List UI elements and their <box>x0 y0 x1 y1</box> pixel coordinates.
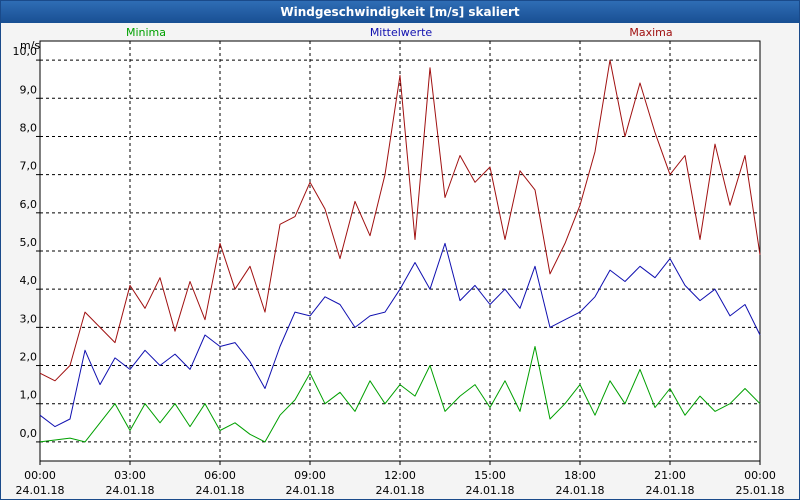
x-tick-time-label: 00:00 <box>24 469 56 482</box>
series-line-minima <box>39 346 761 443</box>
x-tick-time-label: 12:00 <box>384 469 416 482</box>
y-tick-label: 10,0 <box>13 45 38 58</box>
x-tick-date-label: 24.01.18 <box>106 484 155 497</box>
x-tick-time-label: 09:00 <box>294 469 326 482</box>
y-tick-label: 9,0 <box>20 83 38 96</box>
y-tick-label: 7,0 <box>20 160 38 173</box>
axes: 0,0 1,0 2,0 3,0 4,0 5,0 6,0 7,0 8,0 9,0 10,0 00:00 2… <box>13 45 785 497</box>
y-tick-label: 0,0 <box>20 427 38 440</box>
x-tick-date-label: 25.01.18 <box>736 484 785 497</box>
x-tick-time-label: 06:00 <box>204 469 236 482</box>
x-tick-time-label: 21:00 <box>654 469 686 482</box>
x-tick-date-label: 24.01.18 <box>646 484 695 497</box>
x-tick-time-label: 18:00 <box>564 469 596 482</box>
series-line-maxima <box>39 59 761 382</box>
x-tick-date-label: 24.01.18 <box>556 484 605 497</box>
series-line-mittelwerte <box>39 242 761 428</box>
y-tick-label: 6,0 <box>20 198 38 211</box>
grid <box>40 41 760 461</box>
y-tick-label: 8,0 <box>20 121 38 134</box>
x-tick-date-label: 24.01.18 <box>376 484 425 497</box>
legend-minima: Minima <box>126 26 166 39</box>
y-tick-label: 2,0 <box>20 351 38 364</box>
y-tick-label: 5,0 <box>20 236 38 249</box>
x-tick-time-label: 00:00 <box>744 469 776 482</box>
y-tick-label: 4,0 <box>20 274 38 287</box>
legend-maxima: Maxima <box>629 26 672 39</box>
x-tick-date-label: 24.01.18 <box>286 484 335 497</box>
legend-mittelwerte: Mittelwerte <box>370 26 433 39</box>
window-title: Windgeschwindigkeit [m/s] skaliert <box>1 1 799 23</box>
y-axis-label: m/s <box>20 39 40 52</box>
x-tick-date-label: 24.01.18 <box>466 484 515 497</box>
y-tick-label: 3,0 <box>20 312 38 325</box>
x-tick-date-label: 24.01.18 <box>196 484 245 497</box>
x-tick-date-label: 24.01.18 <box>16 484 65 497</box>
series <box>39 59 761 443</box>
x-tick-time-label: 15:00 <box>474 469 506 482</box>
x-tick-time-label: 03:00 <box>114 469 146 482</box>
y-tick-label: 1,0 <box>20 389 38 402</box>
